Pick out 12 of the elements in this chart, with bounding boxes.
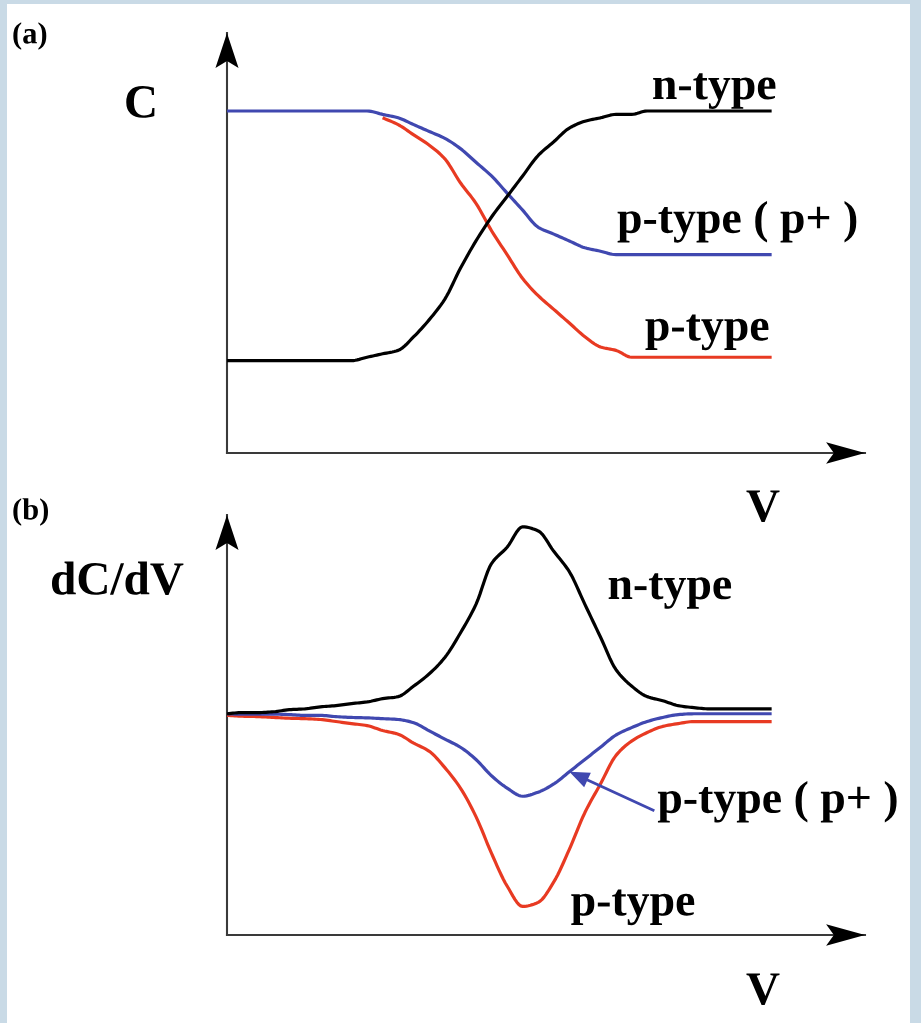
series-label: n-type <box>608 573 732 609</box>
y-axis-title: C <box>126 86 155 118</box>
series-label: p-type ( p+ ) <box>617 200 857 243</box>
series-label: p-type <box>645 314 769 351</box>
series-label: p-type <box>571 889 695 926</box>
x-axis-title: V <box>746 973 780 1006</box>
series-label: n-type <box>653 73 776 109</box>
y-axis-title: dC/dV <box>51 561 184 596</box>
chart-title: (a) <box>13 22 47 50</box>
chart-title: (b) <box>13 498 48 526</box>
x-axis-title: V <box>746 490 780 523</box>
legend-label: p-type ( p+ ) <box>657 780 897 823</box>
